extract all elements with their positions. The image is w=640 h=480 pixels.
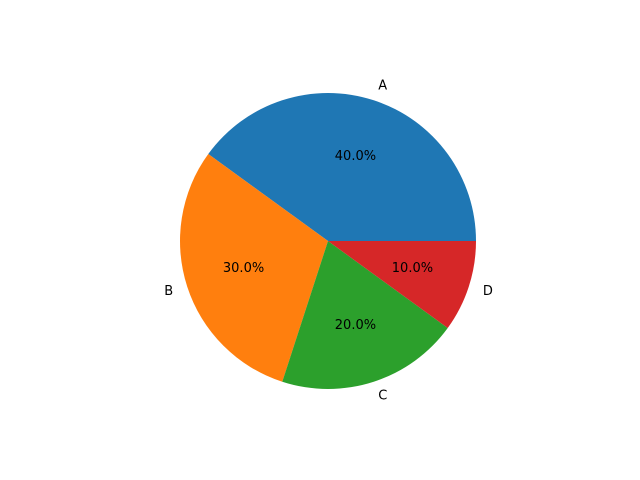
pct-label-c: 20.0% bbox=[335, 318, 376, 333]
category-label-c: C bbox=[378, 388, 387, 403]
pct-label-b: 30.0% bbox=[223, 261, 264, 276]
pie-slice-c bbox=[282, 241, 448, 390]
pie-slice-b bbox=[180, 154, 328, 382]
pct-label-d: 10.0% bbox=[392, 261, 433, 276]
category-label-d: D bbox=[483, 284, 493, 299]
category-label-a: A bbox=[378, 79, 387, 94]
category-label-b: B bbox=[164, 284, 173, 299]
pct-label-a: 40.0% bbox=[335, 149, 376, 164]
pie-slice-a bbox=[208, 93, 476, 241]
pie-slice-d bbox=[328, 241, 476, 328]
